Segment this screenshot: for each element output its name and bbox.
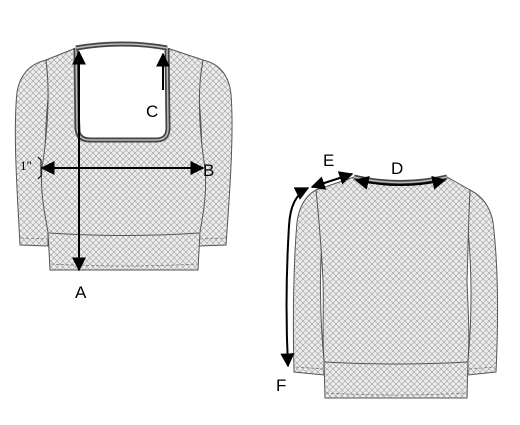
back-view: D E F — [276, 151, 499, 399]
label-c: C — [146, 102, 158, 121]
one-inch-bracket — [37, 156, 42, 180]
label-f: F — [276, 376, 286, 395]
label-d: D — [391, 159, 403, 178]
label-b: B — [203, 161, 214, 180]
label-a: A — [75, 283, 87, 302]
measure-f-line — [280, 187, 310, 368]
back-hem-seam — [323, 361, 469, 365]
front-neckline-trim — [73, 47, 171, 143]
back-right-sleeve — [467, 189, 499, 376]
label-e: E — [323, 151, 334, 170]
label-one-inch: 1" — [20, 158, 32, 173]
measure-d-line — [354, 175, 447, 190]
front-body — [40, 47, 207, 271]
front-hem-seam — [48, 232, 200, 236]
front-view: A B C 1" — [14, 41, 233, 302]
measure-e-line — [310, 171, 354, 190]
back-body — [315, 176, 471, 399]
